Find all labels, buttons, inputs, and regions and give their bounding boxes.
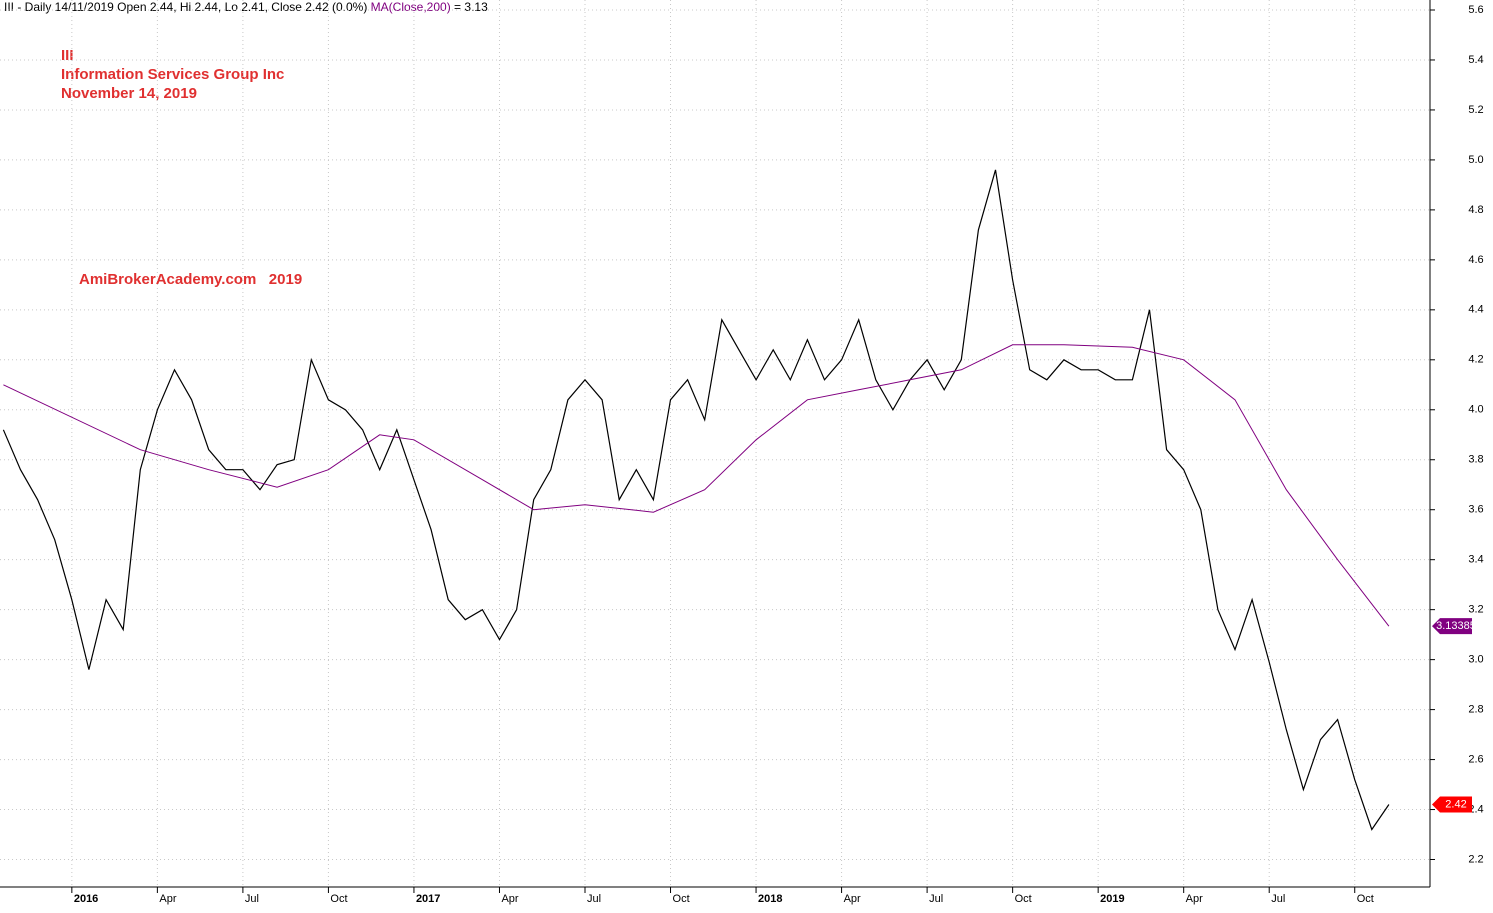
y-tick-label: 4.8: [1468, 204, 1483, 216]
header: III - Daily 14/11/2019 Open 2.44, Hi 2.4…: [4, 0, 488, 14]
last-value-box: [1432, 796, 1472, 813]
y-tick-label: 3.4: [1468, 554, 1483, 566]
watermark: AmiBrokerAcademy.com 2019: [79, 271, 302, 288]
x-tick-label: Oct: [673, 893, 690, 905]
series-line: [3, 344, 1390, 627]
date: November 14, 2019: [61, 85, 197, 102]
y-tick-label: 2.2: [1468, 853, 1483, 865]
y-tick-label: 2.8: [1468, 704, 1483, 716]
y-tick-label: 3.0: [1468, 654, 1483, 666]
x-tick-label: 2018: [758, 893, 782, 905]
y-tick-label: 4.4: [1468, 304, 1483, 316]
header-ma-value: = 3.13: [454, 0, 488, 14]
x-tick-label: 2017: [416, 893, 440, 905]
last-value-box: [1432, 618, 1472, 635]
x-tick-label: Jul: [1271, 893, 1285, 905]
series-line: [2, 169, 1390, 831]
header-text: III - Daily 14/11/2019 Open 2.44, Hi 2.4…: [4, 0, 367, 14]
x-tick-label: Jul: [929, 893, 943, 905]
x-tick-label: Oct: [1015, 893, 1032, 905]
y-tick-label: 3.8: [1468, 454, 1483, 466]
last-value-label: 2.42: [1445, 798, 1466, 810]
company: Information Services Group Inc: [61, 66, 284, 83]
y-tick-label: 3.6: [1468, 504, 1483, 516]
last-value-label: 3.13385: [1436, 620, 1476, 632]
y-tick-label: 5.2: [1468, 104, 1483, 116]
x-tick-label: Oct: [330, 893, 347, 905]
x-tick-label: Apr: [159, 893, 176, 905]
y-tick-label: 3.2: [1468, 604, 1483, 616]
y-tick-label: 5.4: [1468, 54, 1483, 66]
x-tick-label: Apr: [501, 893, 518, 905]
x-tick-label: Apr: [844, 893, 861, 905]
x-tick-label: 2019: [1100, 893, 1124, 905]
y-tick-label: 5.0: [1468, 154, 1483, 166]
y-tick-label: 5.6: [1468, 4, 1483, 16]
ticker: III: [61, 47, 74, 64]
x-tick-label: Jul: [587, 893, 601, 905]
y-tick-label: 4.0: [1468, 404, 1483, 416]
x-tick-label: 2016: [74, 893, 98, 905]
x-tick-label: Jul: [245, 893, 259, 905]
y-tick-label: 2.6: [1468, 753, 1483, 765]
header-ma: MA(Close,200): [371, 0, 451, 14]
x-tick-label: Oct: [1357, 893, 1374, 905]
y-tick-label: 4.2: [1468, 354, 1483, 366]
y-tick-label: 4.6: [1468, 254, 1483, 266]
x-tick-label: Apr: [1186, 893, 1203, 905]
y-tick-label: 2.4: [1468, 803, 1483, 815]
